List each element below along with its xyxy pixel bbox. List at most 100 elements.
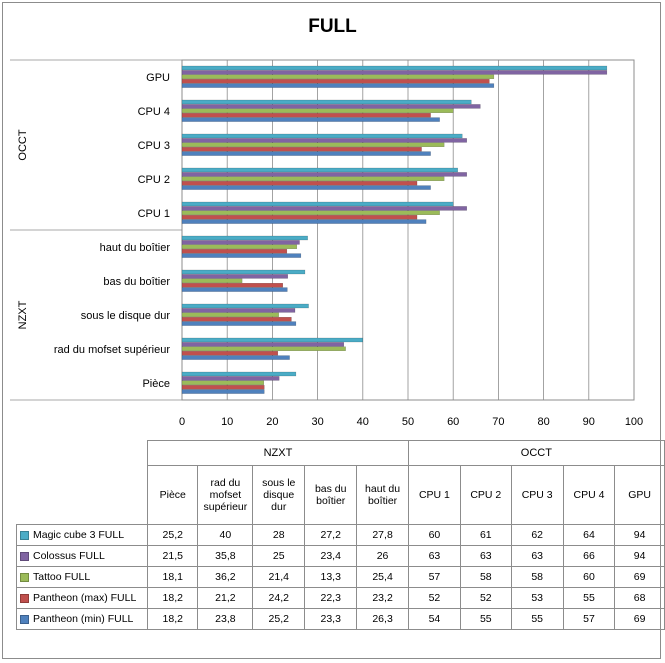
legend-swatch [20, 551, 29, 561]
bar [181, 146, 422, 152]
bar [181, 214, 418, 220]
bar [181, 248, 288, 254]
bar [181, 274, 288, 279]
table-header-row: Pièce rad du mofset supérieur sous le disq… [17, 465, 665, 525]
x-tick-label: 0 [179, 416, 185, 428]
bar [181, 104, 481, 109]
bar [181, 283, 283, 288]
data-table: NZXT OCCT Pièce rad du mofset supérieur so… [15, 440, 665, 630]
bar [181, 210, 440, 216]
table-cell: 52 [407, 587, 462, 609]
bar [181, 389, 265, 394]
bar [181, 342, 345, 347]
table-cell: 21,4 [252, 566, 306, 588]
bar [181, 321, 297, 326]
bar [181, 376, 280, 381]
y-group-label: NZXT [17, 300, 29, 329]
table-cell: 18,2 [147, 587, 199, 609]
table-col-header: sous le disque dur [252, 465, 306, 525]
bar [181, 167, 458, 173]
bar [181, 70, 608, 75]
y-category-label: rad du mofset supérieur [54, 344, 171, 356]
x-tick-label: 60 [447, 416, 459, 428]
bar [181, 312, 279, 317]
y-category-label: CPU 2 [138, 174, 170, 186]
table-cell: 36,2 [197, 566, 254, 588]
y-category-label: sous le disque dur [81, 310, 171, 322]
table-row: Magic cube 3 FULL 25,2 40 28 27,2 27,8 60 61 62 6… [15, 524, 665, 546]
series-name: Tattoo FULL [33, 571, 91, 583]
table-cell: 61 [460, 524, 512, 546]
bar [181, 371, 297, 377]
series-name: Magic cube 3 FULL [33, 529, 125, 541]
x-tick-label: 90 [583, 416, 595, 428]
legend-swatch [20, 614, 29, 624]
bar [181, 117, 440, 122]
table-cell: 63 [460, 545, 512, 567]
legend-swatch [20, 530, 29, 540]
y-category-label: CPU 1 [138, 208, 170, 220]
table-cell: 21,5 [147, 545, 199, 567]
table-cell: 18,2 [147, 608, 199, 630]
bar [181, 385, 265, 390]
table-col-header: CPU 2 [460, 465, 512, 525]
bar [181, 65, 608, 71]
bar [181, 112, 431, 118]
table-cell: 23,4 [304, 545, 358, 567]
legend-entry: Tattoo FULL [15, 566, 149, 588]
bar [181, 176, 445, 182]
y-category-label: haut du boîtier [100, 242, 171, 254]
bar [181, 78, 490, 84]
table-cell: 25,2 [252, 608, 306, 630]
bar [181, 317, 292, 322]
y-category-label: Pièce [142, 378, 170, 390]
table-cell: 69 [614, 566, 665, 588]
table-cell: 62 [510, 524, 564, 546]
table-cell: 21,2 [197, 587, 254, 609]
y-group-label: OCCT [17, 129, 29, 160]
table-cell: 94 [614, 524, 665, 546]
table-cell: 24,2 [252, 587, 306, 609]
bar [181, 337, 364, 343]
table-cell: 63 [510, 545, 564, 567]
x-tick-label: 70 [492, 416, 504, 428]
bar [181, 355, 290, 360]
table-row: Colossus FULL 21,5 35,8 25 23,4 26 63 63 63 66 94 [15, 545, 665, 567]
bar [181, 201, 454, 207]
table-cell: 23,2 [356, 587, 409, 609]
table-cell: 58 [510, 566, 564, 588]
series-name: Pantheon (min) FULL [33, 613, 134, 625]
table-cell: 18,1 [147, 566, 199, 588]
bar [181, 180, 418, 186]
table-cell: 58 [460, 566, 512, 588]
y-category-label: bas du boîtier [103, 276, 170, 288]
table-cell: 26 [356, 545, 409, 567]
table-cell: 57 [562, 608, 616, 630]
table-cell: 22,3 [304, 587, 358, 609]
table-group-row: NZXT OCCT [17, 440, 665, 466]
bar [181, 206, 467, 211]
bar [181, 346, 346, 351]
bar [181, 235, 308, 241]
table-cell: 55 [460, 608, 512, 630]
x-tick-label: 40 [357, 416, 369, 428]
table-row: Pantheon (min) FULL 18,2 23,8 25,2 23,3 26,3 5… [15, 608, 665, 630]
table-cell: 53 [510, 587, 564, 609]
bar [181, 219, 427, 224]
table-cell: 94 [614, 545, 665, 567]
table-cell: 57 [407, 566, 462, 588]
table-cell: 69 [614, 608, 665, 630]
table-cell: 64 [562, 524, 616, 546]
table-col-header: GPU [614, 465, 665, 525]
bar [181, 185, 431, 190]
y-category-label: GPU [146, 72, 170, 84]
x-tick-label: 30 [311, 416, 323, 428]
table-cell: 55 [562, 587, 616, 609]
bar [181, 240, 300, 245]
bar [181, 172, 467, 177]
bar [181, 287, 288, 292]
bar-chart: 0 10 20 30 40 50 60 70 80 90 100 Pièce rad du mofset… [10, 59, 643, 428]
bar [181, 83, 495, 88]
table-row: Pantheon (max) FULL 18,2 21,2 24,2 22,3 23,2 5… [15, 587, 665, 609]
bar [181, 108, 454, 114]
